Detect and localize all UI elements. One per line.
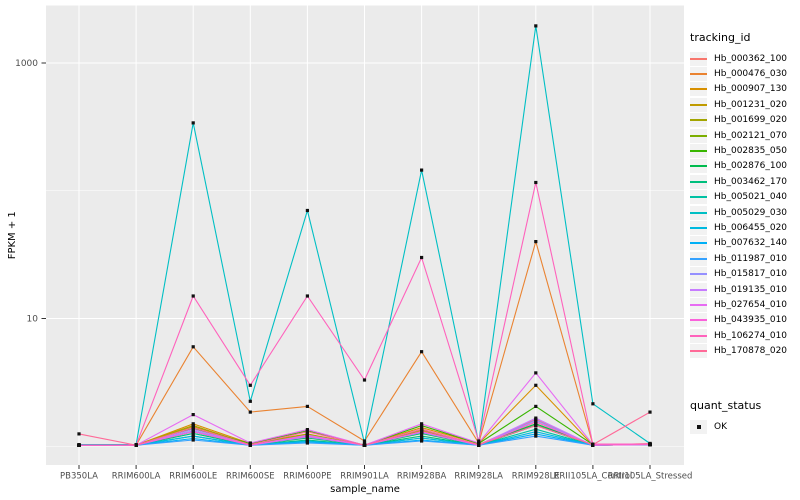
legend-item-label: Hb_003462_170 xyxy=(714,176,788,187)
legend-item-Hb_007632_140: Hb_007632_140 xyxy=(690,236,798,251)
legend-item-label: Hb_000362_100 xyxy=(714,53,788,64)
legend-items: Hb_000362_100 Hb_000476_030 Hb_000907_130 H… xyxy=(690,51,798,359)
line-key-icon xyxy=(690,282,707,297)
legend-tracking-id: tracking_id Hb_000362_100 Hb_000476_030 Hb… xyxy=(690,31,798,359)
line-key-icon xyxy=(690,67,707,82)
legend-item-label: Hb_170878_020 xyxy=(714,346,788,357)
point-key-icon xyxy=(690,419,707,434)
line-key-icon xyxy=(690,51,707,66)
y-tick-label: 10 xyxy=(27,315,39,325)
x-tick-label: RRIM600PE xyxy=(283,472,331,482)
legend-item-Hb_002835_050: Hb_002835_050 xyxy=(690,143,798,159)
legend-item-ok: OK xyxy=(690,419,798,434)
legend-item-label: Hb_002876_100 xyxy=(714,161,788,172)
line-key-icon xyxy=(690,267,707,282)
legend-item-Hb_002121_070: Hb_002121_070 xyxy=(690,128,798,143)
x-tick-label: PB350LA xyxy=(60,472,98,482)
legend-title: quant_status xyxy=(690,399,762,412)
line-key-icon xyxy=(690,190,707,205)
legend-item-Hb_000476_030: Hb_000476_030 xyxy=(690,66,798,82)
line-key-icon xyxy=(690,236,707,251)
x-tick-label: RRII105LA_Control xyxy=(554,472,633,482)
legend-item-label: Hb_027654_010 xyxy=(714,299,788,310)
y-axis-title: FPKM + 1 xyxy=(7,211,18,259)
legend-item-label: Hb_002835_050 xyxy=(714,146,788,157)
legend-item-label: Hb_006455_020 xyxy=(714,222,788,233)
legend-item-Hb_106274_010: Hb_106274_010 xyxy=(690,328,798,343)
legend-item-label: Hb_001231_020 xyxy=(714,99,788,110)
legend-item-Hb_001699_020: Hb_001699_020 xyxy=(690,113,798,128)
legend-item-label: Hb_005021_040 xyxy=(714,192,788,203)
legend-item-Hb_043935_010: Hb_043935_010 xyxy=(690,313,798,328)
line-key-icon xyxy=(690,220,707,235)
x-tick-label: RRIM928LE xyxy=(512,472,560,482)
legend-item-Hb_019135_010: Hb_019135_010 xyxy=(690,282,798,297)
x-tick-label: RRIM928LA xyxy=(454,472,503,482)
line-key-icon xyxy=(690,313,707,328)
line-key-icon xyxy=(690,297,707,312)
legend-item-Hb_011987_010: Hb_011987_010 xyxy=(690,251,798,266)
legend-item-Hb_006455_020: Hb_006455_020 xyxy=(690,220,798,235)
legend-item-Hb_001231_020: Hb_001231_020 xyxy=(690,97,798,112)
line-key-icon xyxy=(690,159,707,174)
legend-item-Hb_170878_020: Hb_170878_020 xyxy=(690,343,798,359)
legend-item-Hb_027654_010: Hb_027654_010 xyxy=(690,297,798,312)
legend-item-Hb_002876_100: Hb_002876_100 xyxy=(690,159,798,174)
x-tick-label: RRII105LA_Stressed xyxy=(608,472,693,482)
legend-item-label: Hb_001699_020 xyxy=(714,115,788,126)
legend-item-label: Hb_106274_010 xyxy=(714,330,788,341)
x-axis-title: sample_name xyxy=(330,484,400,495)
legend-item-Hb_000907_130: Hb_000907_130 xyxy=(690,82,798,97)
line-key-icon xyxy=(690,128,707,143)
x-tick-label: RRIM901LA xyxy=(340,472,389,482)
legend-item-label: Hb_005029_030 xyxy=(714,207,788,218)
legend-item-Hb_015817_010: Hb_015817_010 xyxy=(690,266,798,282)
legend-item-label: Hb_000476_030 xyxy=(714,69,788,80)
line-key-icon xyxy=(690,97,707,112)
legend-item-label: Hb_002121_070 xyxy=(714,130,788,141)
legend-item-label: Hb_000907_130 xyxy=(714,84,788,95)
legend-item-Hb_000362_100: Hb_000362_100 xyxy=(690,51,798,66)
line-key-icon xyxy=(690,113,707,128)
legend-item-Hb_005029_030: Hb_005029_030 xyxy=(690,205,798,220)
legend-quant-status: quant_status OK xyxy=(690,399,798,434)
legend-item-label: Hb_015817_010 xyxy=(714,269,788,280)
line-key-icon xyxy=(690,344,707,359)
legend-item-label: Hb_011987_010 xyxy=(714,253,788,264)
y-tick-label: 1000 xyxy=(15,59,38,69)
line-key-icon xyxy=(690,82,707,97)
line-key-icon xyxy=(690,328,707,343)
x-tick-label: RRIM600LE xyxy=(169,472,217,482)
legend-item-Hb_005021_040: Hb_005021_040 xyxy=(690,190,798,205)
line-key-icon xyxy=(690,251,707,266)
legend-item-label: Hb_019135_010 xyxy=(714,284,788,295)
x-tick-label: RRIM600SE xyxy=(226,472,275,482)
line-key-icon xyxy=(690,174,707,189)
series-points-Hb_170878_020 xyxy=(77,410,652,447)
line-key-icon xyxy=(690,205,707,220)
x-tick-label: RRIM928BA xyxy=(397,472,447,482)
legend-item-label: Hb_007632_140 xyxy=(714,238,788,249)
legend-item-label: Hb_043935_010 xyxy=(714,315,788,326)
line-key-icon xyxy=(690,144,707,159)
x-tick-label: RRIM600LA xyxy=(112,472,161,482)
legend-item-Hb_003462_170: Hb_003462_170 xyxy=(690,174,798,189)
legend-title: tracking_id xyxy=(690,31,751,44)
